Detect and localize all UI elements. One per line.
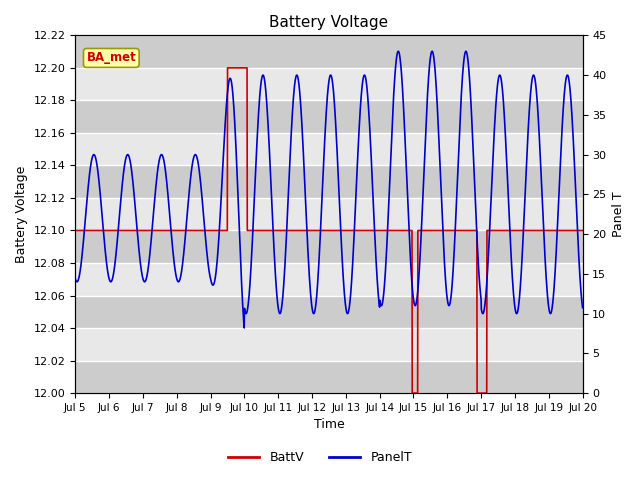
Title: Battery Voltage: Battery Voltage xyxy=(269,15,388,30)
Text: BA_met: BA_met xyxy=(86,51,136,64)
Y-axis label: Panel T: Panel T xyxy=(612,192,625,237)
Bar xyxy=(76,100,582,133)
Bar xyxy=(76,68,582,100)
Legend: BattV, PanelT: BattV, PanelT xyxy=(223,446,417,469)
Bar xyxy=(76,296,582,328)
Bar xyxy=(76,360,582,393)
Bar xyxy=(76,166,582,198)
Bar xyxy=(76,230,582,263)
Bar xyxy=(76,133,582,166)
Bar xyxy=(76,198,582,230)
Bar xyxy=(76,263,582,296)
Bar xyxy=(76,36,582,68)
Y-axis label: Battery Voltage: Battery Voltage xyxy=(15,166,28,263)
Bar xyxy=(76,328,582,360)
X-axis label: Time: Time xyxy=(314,419,344,432)
